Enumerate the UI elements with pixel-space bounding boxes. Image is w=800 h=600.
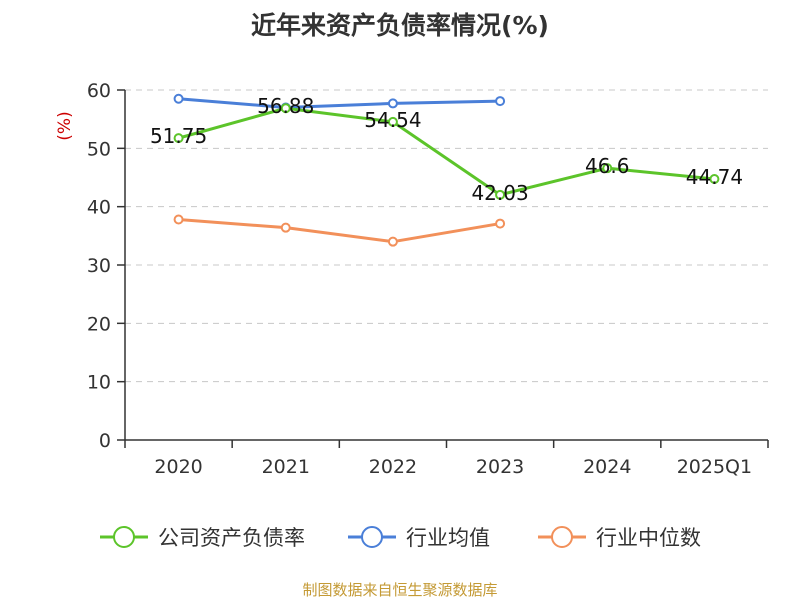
legend-label: 行业均值 [406,526,490,550]
y-tick-label: 50 [87,138,111,160]
data-label: 54.54 [364,108,421,132]
y-tick-label: 40 [87,197,111,219]
x-tick-label: 2020 [154,456,202,478]
data-label: 51.75 [150,124,207,148]
data-label: 44.74 [686,165,743,189]
y-tick-label: 0 [99,430,111,452]
data-point [495,218,506,229]
x-tick-labels: 2020 2021 2022 2023 2024 2025Q1 [154,456,752,478]
x-tick-label: 2022 [369,456,417,478]
data-label: 46.6 [585,154,630,178]
data-point [173,93,184,104]
y-tick-label: 20 [87,313,111,335]
y-tick-labels: 0 10 20 30 40 50 60 [87,80,111,452]
y-tick-label: 30 [87,255,111,277]
data-point [387,116,398,127]
legend-item-1: 行业均值 [348,526,490,550]
x-tick-label: 2023 [476,456,524,478]
series-layer [173,93,720,247]
source-note: 制图数据来自恒生聚源数据库 [302,581,497,599]
data-point [280,103,291,114]
data-label: 56.88 [257,94,314,118]
legend: 公司资产负债率 行业均值 行业中位数 [100,526,701,550]
legend-marker [113,526,135,548]
data-point [280,222,291,233]
series-1 [173,93,506,113]
x-tick-label: 2021 [262,456,310,478]
series-0 [173,103,720,200]
legend-marker [361,526,383,548]
y-tick-label: 60 [87,80,111,102]
data-point [173,133,184,144]
data-label: 42.03 [471,181,528,205]
data-point [709,174,720,185]
data-point [173,214,184,225]
legend-label: 行业中位数 [596,526,701,550]
x-tick-label: 2024 [583,456,631,478]
legend-marker [551,526,573,548]
legend-item-2: 行业中位数 [538,526,701,550]
y-tick-label: 10 [87,372,111,394]
series-line [178,106,715,197]
x-tick-label: 2025Q1 [677,456,752,478]
grid-lines [125,89,768,383]
data-point [495,96,506,107]
legend-label: 公司资产负债率 [158,526,305,550]
chart-title: 近年来资产负债率情况(%) [251,11,549,40]
legend-item-0: 公司资产负债率 [100,526,305,550]
data-point [387,98,398,109]
data-labels: 51.75 56.88 54.54 42.03 46.6 44.74 [150,94,743,205]
series-line [178,97,501,109]
y-axis-label: (%) [55,111,75,140]
data-point [387,236,398,247]
data-point [495,189,506,200]
series-line [178,218,501,244]
axes [117,89,769,448]
series-2 [173,214,506,247]
data-point [602,163,613,174]
